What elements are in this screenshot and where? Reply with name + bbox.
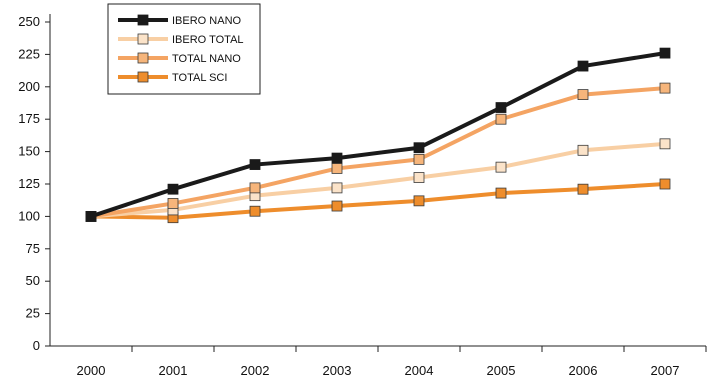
data-point bbox=[495, 102, 507, 113]
series-line bbox=[90, 86, 666, 219]
data-point bbox=[413, 153, 425, 165]
data-point bbox=[85, 210, 97, 222]
data-point bbox=[331, 152, 343, 164]
data-point bbox=[659, 178, 671, 190]
y-tick-label: 50 bbox=[26, 273, 40, 288]
legend-label: IBERO TOTAL bbox=[172, 34, 244, 46]
y-tick-label: 100 bbox=[18, 208, 40, 223]
data-point bbox=[249, 205, 261, 217]
series-line bbox=[90, 182, 666, 220]
data-point bbox=[659, 47, 671, 59]
data-point bbox=[495, 161, 507, 173]
data-point bbox=[249, 182, 261, 194]
x-tick-label: 2003 bbox=[323, 363, 352, 378]
x-tick-label: 2001 bbox=[159, 363, 188, 378]
x-tick-label: 2002 bbox=[241, 363, 270, 378]
data-point bbox=[659, 138, 671, 150]
y-tick-label: 75 bbox=[26, 241, 40, 256]
y-tick-label: 200 bbox=[18, 79, 40, 94]
data-point bbox=[167, 198, 179, 209]
x-axis-ticks: 2000 2001 2002 2003 2004 2005 2006 2007 bbox=[77, 346, 707, 378]
x-tick-label: 2007 bbox=[651, 363, 680, 378]
legend-item: TOTAL NANO bbox=[118, 52, 241, 65]
series-line bbox=[90, 141, 666, 219]
legend-item: IBERO NANO bbox=[118, 14, 242, 27]
x-tick-label: 2000 bbox=[77, 363, 106, 378]
y-tick-label: 25 bbox=[26, 306, 40, 321]
data-point bbox=[331, 163, 343, 174]
data-point bbox=[577, 60, 589, 72]
x-tick-label: 2005 bbox=[487, 363, 516, 378]
legend-label: IBERO NANO bbox=[172, 15, 242, 27]
chart-legend: IBERO NANO IBERO TOTAL TOTAL NANO TOTAL SCI bbox=[107, 3, 261, 95]
y-tick-label: 175 bbox=[18, 111, 40, 126]
legend-label: TOTAL SCI bbox=[172, 72, 227, 84]
y-tick-label: 250 bbox=[18, 14, 40, 29]
legend-item: TOTAL SCI bbox=[118, 71, 227, 84]
data-point bbox=[659, 82, 671, 94]
data-point bbox=[413, 142, 425, 154]
series-ibero-nano bbox=[85, 47, 671, 222]
data-point bbox=[495, 187, 507, 199]
y-axis-ticks: 0 25 50 75 100 125 150 175 200 225 250 bbox=[18, 14, 50, 353]
data-point bbox=[577, 89, 589, 100]
y-tick-label: 0 bbox=[33, 338, 40, 353]
legend-label: TOTAL NANO bbox=[172, 53, 241, 65]
x-tick-label: 2004 bbox=[405, 363, 434, 378]
data-point bbox=[413, 172, 425, 183]
data-point bbox=[413, 195, 425, 207]
y-tick-label: 225 bbox=[18, 46, 40, 61]
legend-swatch-marker bbox=[137, 33, 149, 45]
data-point bbox=[577, 183, 589, 195]
y-tick-label: 125 bbox=[18, 176, 40, 191]
series-line bbox=[90, 51, 666, 219]
legend-swatch-marker bbox=[137, 71, 149, 83]
legend-swatch-marker bbox=[137, 52, 149, 64]
data-point bbox=[495, 113, 507, 125]
data-point bbox=[249, 159, 261, 170]
y-tick-label: 150 bbox=[18, 144, 40, 159]
legend-item: IBERO TOTAL bbox=[118, 33, 244, 46]
series-total-nano bbox=[85, 82, 671, 222]
series-layer bbox=[85, 47, 671, 224]
data-point bbox=[331, 182, 343, 194]
data-point bbox=[331, 200, 343, 212]
legend-swatch-marker bbox=[137, 14, 149, 26]
data-point bbox=[167, 183, 179, 195]
data-point bbox=[577, 144, 589, 156]
x-tick-label: 2006 bbox=[569, 363, 598, 378]
